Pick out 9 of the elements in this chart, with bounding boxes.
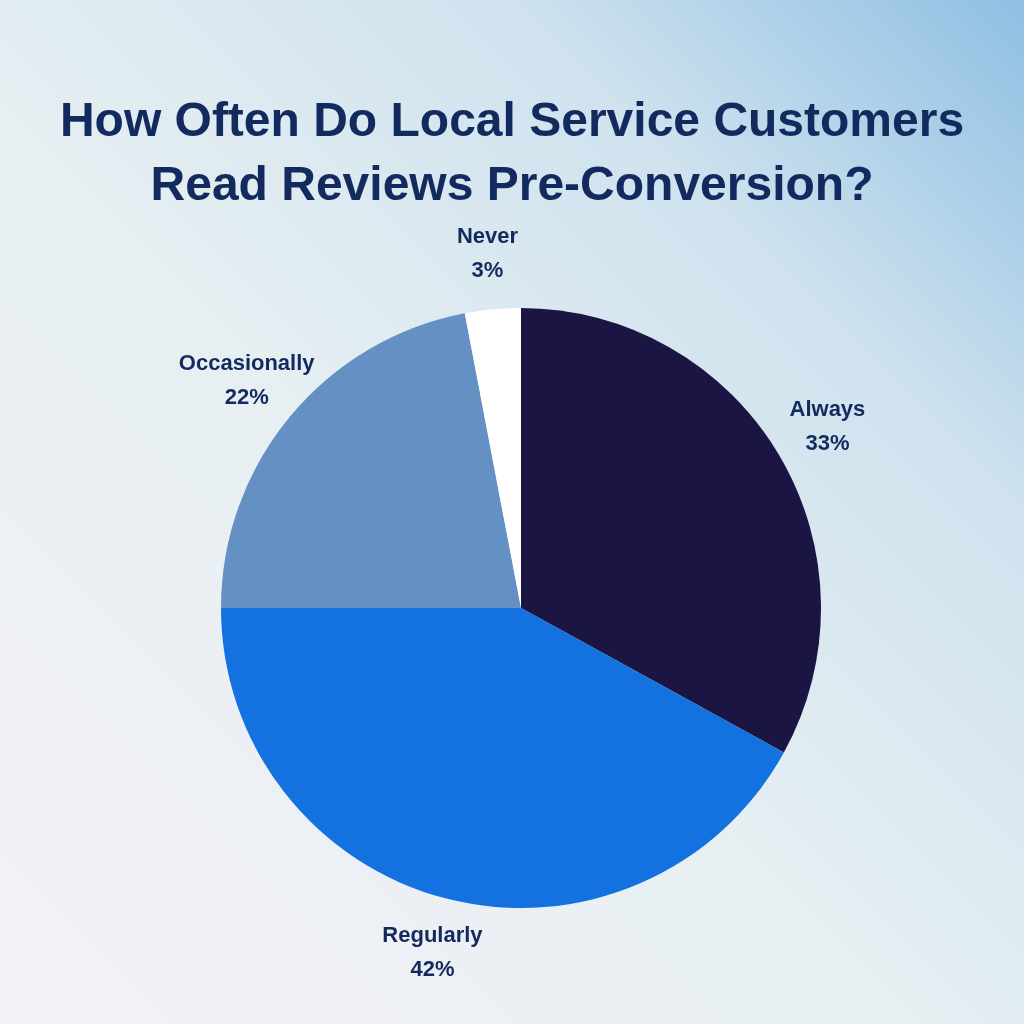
data-label: 33% [805,429,850,455]
data-label: 3% [471,256,504,282]
slice-label: Regularly [382,921,484,947]
data-label: 42% [410,955,455,981]
slice-label: Always [789,395,866,421]
chart-title: How Often Do Local Service Customers Read Reviews Pre-Conversion? [58,92,966,212]
data-label: 22% [224,384,269,410]
slice-label: Occasionally [178,350,316,376]
slice-label: Never [456,222,519,248]
